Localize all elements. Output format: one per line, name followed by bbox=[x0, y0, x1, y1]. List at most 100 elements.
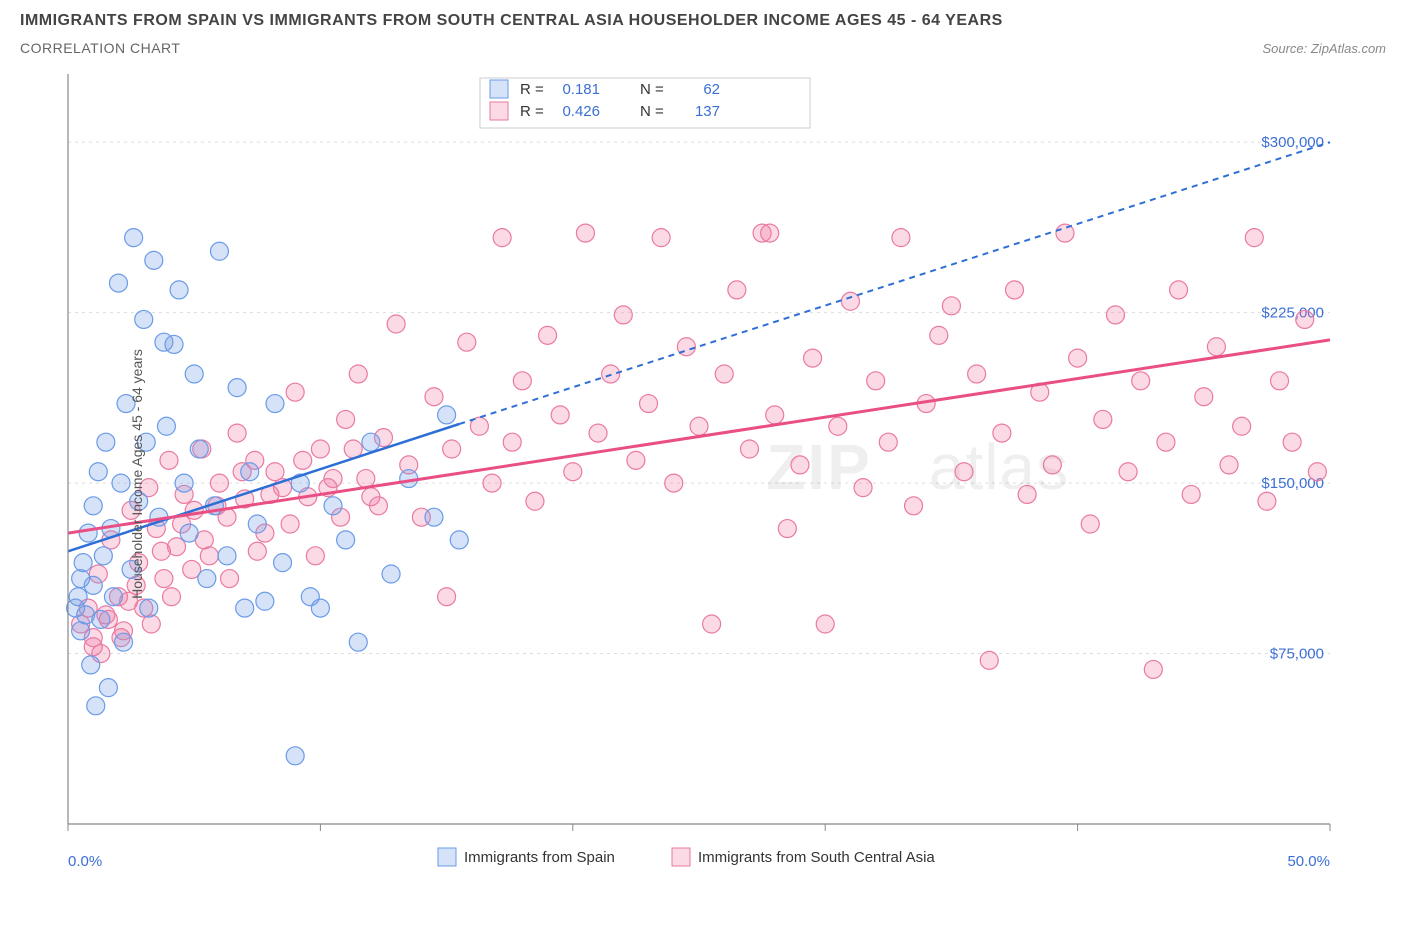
legend-text: 0.426 bbox=[562, 103, 600, 120]
x-tick-label: 50.0% bbox=[1287, 853, 1330, 870]
data-point bbox=[1106, 306, 1124, 324]
data-point bbox=[210, 474, 228, 492]
data-point bbox=[483, 474, 501, 492]
data-point bbox=[152, 542, 170, 560]
data-point bbox=[109, 274, 127, 292]
data-point bbox=[665, 474, 683, 492]
data-point bbox=[294, 451, 312, 469]
x-tick-label: 0.0% bbox=[68, 853, 102, 870]
data-point bbox=[1018, 485, 1036, 503]
legend-text: 62 bbox=[703, 81, 720, 98]
data-point bbox=[816, 615, 834, 633]
data-point bbox=[349, 365, 367, 383]
data-point bbox=[112, 474, 130, 492]
data-point bbox=[274, 554, 292, 572]
data-point bbox=[79, 524, 97, 542]
data-point bbox=[157, 417, 175, 435]
legend-text: N = bbox=[640, 81, 664, 98]
data-point bbox=[1069, 349, 1087, 367]
data-point bbox=[349, 633, 367, 651]
data-point bbox=[84, 576, 102, 594]
data-point bbox=[1094, 410, 1112, 428]
data-point bbox=[185, 365, 203, 383]
data-point bbox=[84, 497, 102, 515]
data-point bbox=[539, 326, 557, 344]
data-point bbox=[1043, 456, 1061, 474]
source-attribution: Source: ZipAtlas.com bbox=[1262, 41, 1386, 56]
data-point bbox=[443, 440, 461, 458]
data-point bbox=[155, 570, 173, 588]
data-point bbox=[1144, 660, 1162, 678]
legend-swatch bbox=[490, 80, 508, 98]
data-point bbox=[1157, 433, 1175, 451]
data-point bbox=[248, 542, 266, 560]
data-point bbox=[955, 463, 973, 481]
data-point bbox=[892, 229, 910, 247]
data-point bbox=[160, 451, 178, 469]
data-point bbox=[190, 440, 208, 458]
data-point bbox=[135, 310, 153, 328]
y-tick-label: $225,000 bbox=[1261, 305, 1324, 322]
data-point bbox=[256, 592, 274, 610]
data-point bbox=[286, 383, 304, 401]
legend-text: R = bbox=[520, 103, 544, 120]
data-point bbox=[791, 456, 809, 474]
data-point bbox=[905, 497, 923, 515]
data-point bbox=[369, 497, 387, 515]
data-point bbox=[1081, 515, 1099, 533]
data-point bbox=[551, 406, 569, 424]
data-point bbox=[640, 395, 658, 413]
data-point bbox=[513, 372, 531, 390]
data-point bbox=[125, 229, 143, 247]
data-point bbox=[145, 251, 163, 269]
data-point bbox=[503, 433, 521, 451]
data-point bbox=[652, 229, 670, 247]
data-point bbox=[526, 492, 544, 510]
data-point bbox=[867, 372, 885, 390]
data-point bbox=[804, 349, 822, 367]
data-point bbox=[362, 433, 380, 451]
correlation-chart: $75,000$150,000$225,000$300,000ZIPatlas0… bbox=[20, 64, 1386, 884]
data-point bbox=[311, 440, 329, 458]
data-point bbox=[942, 297, 960, 315]
data-point bbox=[286, 747, 304, 765]
data-point bbox=[221, 570, 239, 588]
data-point bbox=[1182, 485, 1200, 503]
data-point bbox=[450, 531, 468, 549]
data-point bbox=[458, 333, 476, 351]
legend-text: 0.181 bbox=[562, 81, 600, 98]
data-point bbox=[97, 433, 115, 451]
data-point bbox=[337, 531, 355, 549]
legend-text: R = bbox=[520, 81, 544, 98]
data-point bbox=[1220, 456, 1238, 474]
data-point bbox=[1308, 463, 1326, 481]
data-point bbox=[306, 547, 324, 565]
data-point bbox=[311, 599, 329, 617]
data-point bbox=[778, 520, 796, 538]
data-point bbox=[104, 588, 122, 606]
data-point bbox=[241, 463, 259, 481]
data-point bbox=[218, 547, 236, 565]
data-point bbox=[1207, 338, 1225, 356]
data-point bbox=[564, 463, 582, 481]
data-point bbox=[1271, 372, 1289, 390]
data-point bbox=[266, 395, 284, 413]
data-point bbox=[614, 306, 632, 324]
data-point bbox=[324, 497, 342, 515]
data-point bbox=[387, 315, 405, 333]
data-point bbox=[170, 281, 188, 299]
data-point bbox=[993, 424, 1011, 442]
y-tick-label: $75,000 bbox=[1270, 646, 1324, 663]
data-point bbox=[980, 651, 998, 669]
data-point bbox=[99, 679, 117, 697]
data-point bbox=[841, 292, 859, 310]
data-point bbox=[228, 424, 246, 442]
data-point bbox=[94, 547, 112, 565]
chart-title: IMMIGRANTS FROM SPAIN VS IMMIGRANTS FROM… bbox=[20, 12, 1386, 30]
data-point bbox=[879, 433, 897, 451]
data-point bbox=[266, 463, 284, 481]
data-point bbox=[69, 588, 87, 606]
data-point bbox=[703, 615, 721, 633]
data-point bbox=[1006, 281, 1024, 299]
data-point bbox=[87, 697, 105, 715]
